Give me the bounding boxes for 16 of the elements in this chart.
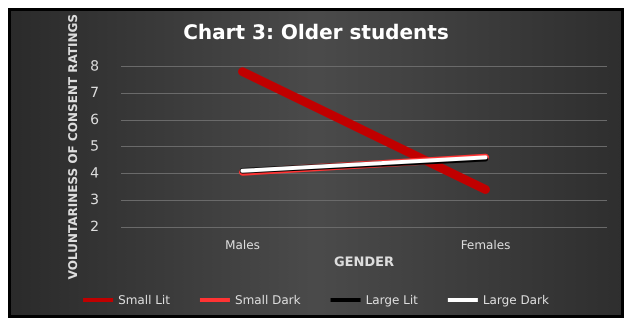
y-tick-label: 8	[90, 58, 99, 74]
x-axis-title: GENDER	[334, 254, 394, 270]
x-tick-label: Females	[460, 238, 510, 252]
y-tick-label: 5	[90, 138, 99, 155]
y-axis-title: VOLUNTARINESS OF CONSENT RATINGS	[66, 14, 80, 280]
y-tick-label: 6	[90, 112, 100, 128]
legend-label: Small Lit	[118, 293, 170, 307]
legend-label: Small Dark	[234, 293, 301, 307]
legend-label: Large Dark	[482, 293, 549, 307]
legend-label: Large Lit	[366, 293, 418, 307]
y-tick-label: 3	[90, 192, 99, 208]
y-tick-label: 4	[90, 165, 100, 182]
y-tick-label: 7	[90, 85, 99, 102]
y-tick-label: 2	[90, 219, 99, 235]
x-tick-label: Males	[225, 238, 260, 252]
chart-title: Chart 3: Older students	[183, 20, 449, 44]
